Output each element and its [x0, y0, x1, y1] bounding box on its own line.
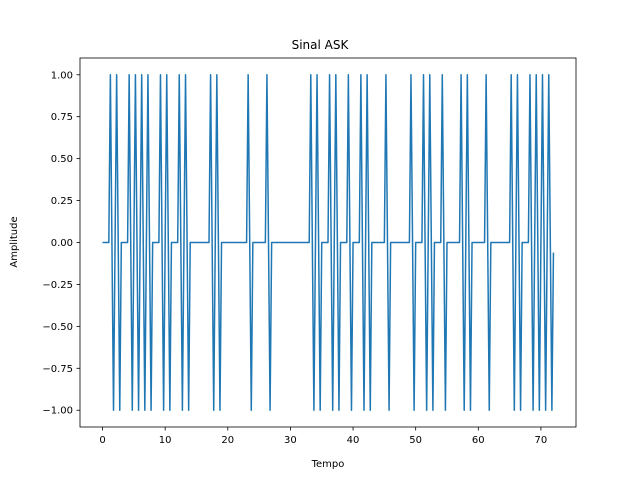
x-tick-label: 50 [409, 435, 422, 446]
y-axis-label: Amplitude [9, 216, 20, 267]
y-tick-label: 0.75 [51, 112, 73, 123]
x-tick-label: 40 [347, 435, 360, 446]
x-tick-label: 20 [221, 435, 234, 446]
y-tick-label: −0.25 [42, 280, 73, 291]
x-tick-label: 10 [159, 435, 172, 446]
x-tick-label: 30 [284, 435, 297, 446]
x-tick-label: 70 [535, 435, 548, 446]
x-tick-label: 0 [99, 435, 105, 446]
y-tick-label: 0.50 [51, 154, 73, 165]
plot-area [79, 57, 577, 428]
y-tick-label: 0.25 [51, 196, 73, 207]
x-axis: 0 10 20 30 40 50 60 70 [99, 427, 547, 446]
y-axis: −1.00 −0.75 −0.50 −0.25 0.00 0.25 0.50 0.75 1.00 [42, 70, 80, 417]
y-tick-label: −0.75 [42, 364, 73, 375]
x-tick-label: 60 [472, 435, 485, 446]
y-tick-label: −1.00 [42, 406, 73, 417]
x-axis-label: Tempo [311, 459, 345, 470]
series-line-0 [102, 74, 555, 411]
y-tick-label: −0.50 [42, 322, 73, 333]
y-tick-label: 1.00 [51, 70, 73, 81]
y-tick-label: 0.00 [51, 238, 73, 249]
chart-title: Sinal ASK [292, 38, 350, 52]
